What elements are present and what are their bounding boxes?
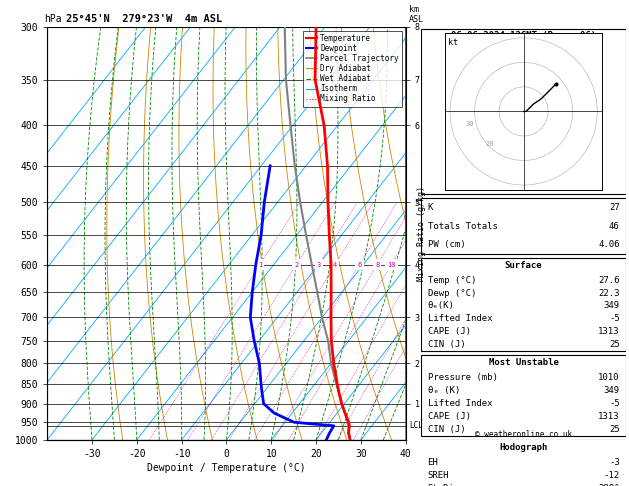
- Bar: [421, 258, 626, 351]
- Text: 288°: 288°: [598, 484, 620, 486]
- Text: 30: 30: [465, 121, 474, 127]
- Bar: [421, 198, 626, 254]
- Text: -5: -5: [609, 314, 620, 323]
- Text: -5: -5: [609, 399, 620, 408]
- Bar: [421, 440, 626, 486]
- Text: θₑ (K): θₑ (K): [428, 386, 460, 395]
- Text: 46: 46: [609, 222, 620, 230]
- Text: CIN (J): CIN (J): [428, 425, 465, 434]
- Text: 1: 1: [258, 261, 262, 268]
- Text: Dewp (°C): Dewp (°C): [428, 289, 476, 297]
- Text: 8: 8: [375, 261, 379, 268]
- Text: 6: 6: [357, 261, 362, 268]
- Text: kt: kt: [448, 37, 459, 47]
- Text: 25: 25: [609, 340, 620, 349]
- Text: Most Unstable: Most Unstable: [489, 358, 559, 367]
- Text: 4.06: 4.06: [598, 240, 620, 249]
- Text: EH: EH: [428, 458, 438, 467]
- Text: 22.3: 22.3: [598, 289, 620, 297]
- Text: 349: 349: [604, 301, 620, 311]
- Text: Lifted Index: Lifted Index: [428, 314, 492, 323]
- Text: 1010: 1010: [598, 373, 620, 382]
- Text: 25: 25: [609, 425, 620, 434]
- Text: CAPE (J): CAPE (J): [428, 327, 470, 336]
- Legend: Temperature, Dewpoint, Parcel Trajectory, Dry Adiabat, Wet Adiabat, Isotherm, Mi: Temperature, Dewpoint, Parcel Trajectory…: [303, 31, 402, 106]
- Text: 25°45'N  279°23'W  4m ASL: 25°45'N 279°23'W 4m ASL: [66, 14, 222, 24]
- Text: 06.06.2024 12GMT (Base: 06): 06.06.2024 12GMT (Base: 06): [451, 31, 596, 40]
- Text: Mixing Ratio (g/kg): Mixing Ratio (g/kg): [417, 186, 426, 281]
- Text: Surface: Surface: [505, 261, 542, 270]
- Text: StmDir: StmDir: [428, 484, 460, 486]
- Text: 1313: 1313: [598, 412, 620, 421]
- Text: 20: 20: [485, 141, 494, 147]
- Text: -12: -12: [604, 471, 620, 480]
- Text: PW (cm): PW (cm): [428, 240, 465, 249]
- Text: Lifted Index: Lifted Index: [428, 399, 492, 408]
- Text: Hodograph: Hodograph: [499, 443, 548, 452]
- Text: Temp (°C): Temp (°C): [428, 276, 476, 285]
- Text: Totals Totals: Totals Totals: [428, 222, 498, 230]
- Text: LCL: LCL: [409, 421, 423, 430]
- Text: Pressure (mb): Pressure (mb): [428, 373, 498, 382]
- Text: km
ASL: km ASL: [409, 5, 424, 24]
- Text: SREH: SREH: [428, 471, 449, 480]
- Text: 10: 10: [387, 261, 396, 268]
- Text: 1313: 1313: [598, 327, 620, 336]
- Text: © weatheronline.co.uk: © weatheronline.co.uk: [475, 430, 572, 438]
- Text: 3: 3: [316, 261, 321, 268]
- Text: 27: 27: [609, 203, 620, 212]
- Text: CIN (J): CIN (J): [428, 340, 465, 349]
- Text: 4: 4: [333, 261, 337, 268]
- Text: CAPE (J): CAPE (J): [428, 412, 470, 421]
- Text: K: K: [428, 203, 433, 212]
- Text: 27.6: 27.6: [598, 276, 620, 285]
- Text: 2: 2: [294, 261, 298, 268]
- Text: θₑ(K): θₑ(K): [428, 301, 454, 311]
- X-axis label: Dewpoint / Temperature (°C): Dewpoint / Temperature (°C): [147, 463, 306, 473]
- Text: 349: 349: [604, 386, 620, 395]
- Bar: [421, 355, 626, 436]
- Text: -3: -3: [609, 458, 620, 467]
- Text: hPa: hPa: [44, 14, 62, 24]
- Bar: [421, 29, 626, 194]
